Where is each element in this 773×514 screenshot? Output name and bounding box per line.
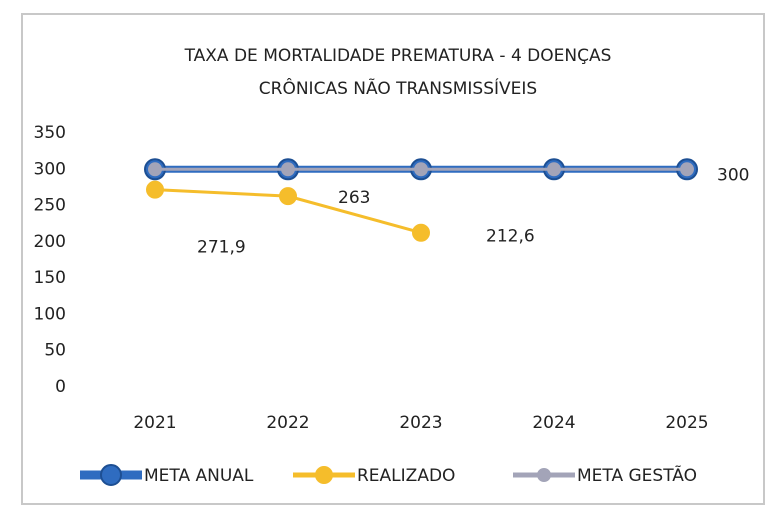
x-tick-label: 2023 (399, 413, 442, 433)
y-tick-label: 250 (34, 196, 66, 216)
data-label: 212,6 (486, 227, 535, 247)
legend-label: META ANUAL (144, 466, 254, 486)
point-marker (547, 162, 561, 177)
point-marker (414, 162, 428, 177)
point-marker (412, 223, 430, 242)
data-label: 300 (717, 165, 749, 185)
legend-marker (100, 464, 122, 486)
data-label: 263 (338, 188, 370, 208)
legend-marker (537, 468, 551, 482)
y-tick-label: 350 (34, 123, 66, 143)
x-tick-label: 2025 (665, 413, 708, 433)
point-marker (680, 162, 694, 177)
y-tick-label: 50 (44, 341, 66, 361)
x-tick-label: 2024 (532, 413, 575, 433)
chart-title: CRÔNICAS NÃO TRANSMISSÍVEIS (259, 77, 537, 99)
y-tick-label: 100 (34, 304, 66, 324)
legend-label: META GESTÃO (577, 464, 697, 486)
point-marker (148, 162, 162, 177)
chart-title: TAXA DE MORTALIDADE PREMATURA - 4 DOENÇA… (184, 46, 612, 66)
y-tick-label: 150 (34, 268, 66, 288)
y-tick-label: 300 (34, 159, 66, 179)
legend-label: REALIZADO (357, 466, 455, 486)
data-label: 271,9 (197, 238, 246, 258)
y-tick-label: 200 (34, 232, 66, 252)
y-tick-label: 0 (55, 377, 66, 397)
chart-frame (21, 13, 765, 505)
legend-marker (315, 466, 333, 484)
x-tick-label: 2021 (133, 413, 176, 433)
point-marker (146, 180, 164, 199)
point-marker (281, 162, 295, 177)
x-tick-label: 2022 (266, 413, 309, 433)
point-marker (279, 187, 297, 206)
